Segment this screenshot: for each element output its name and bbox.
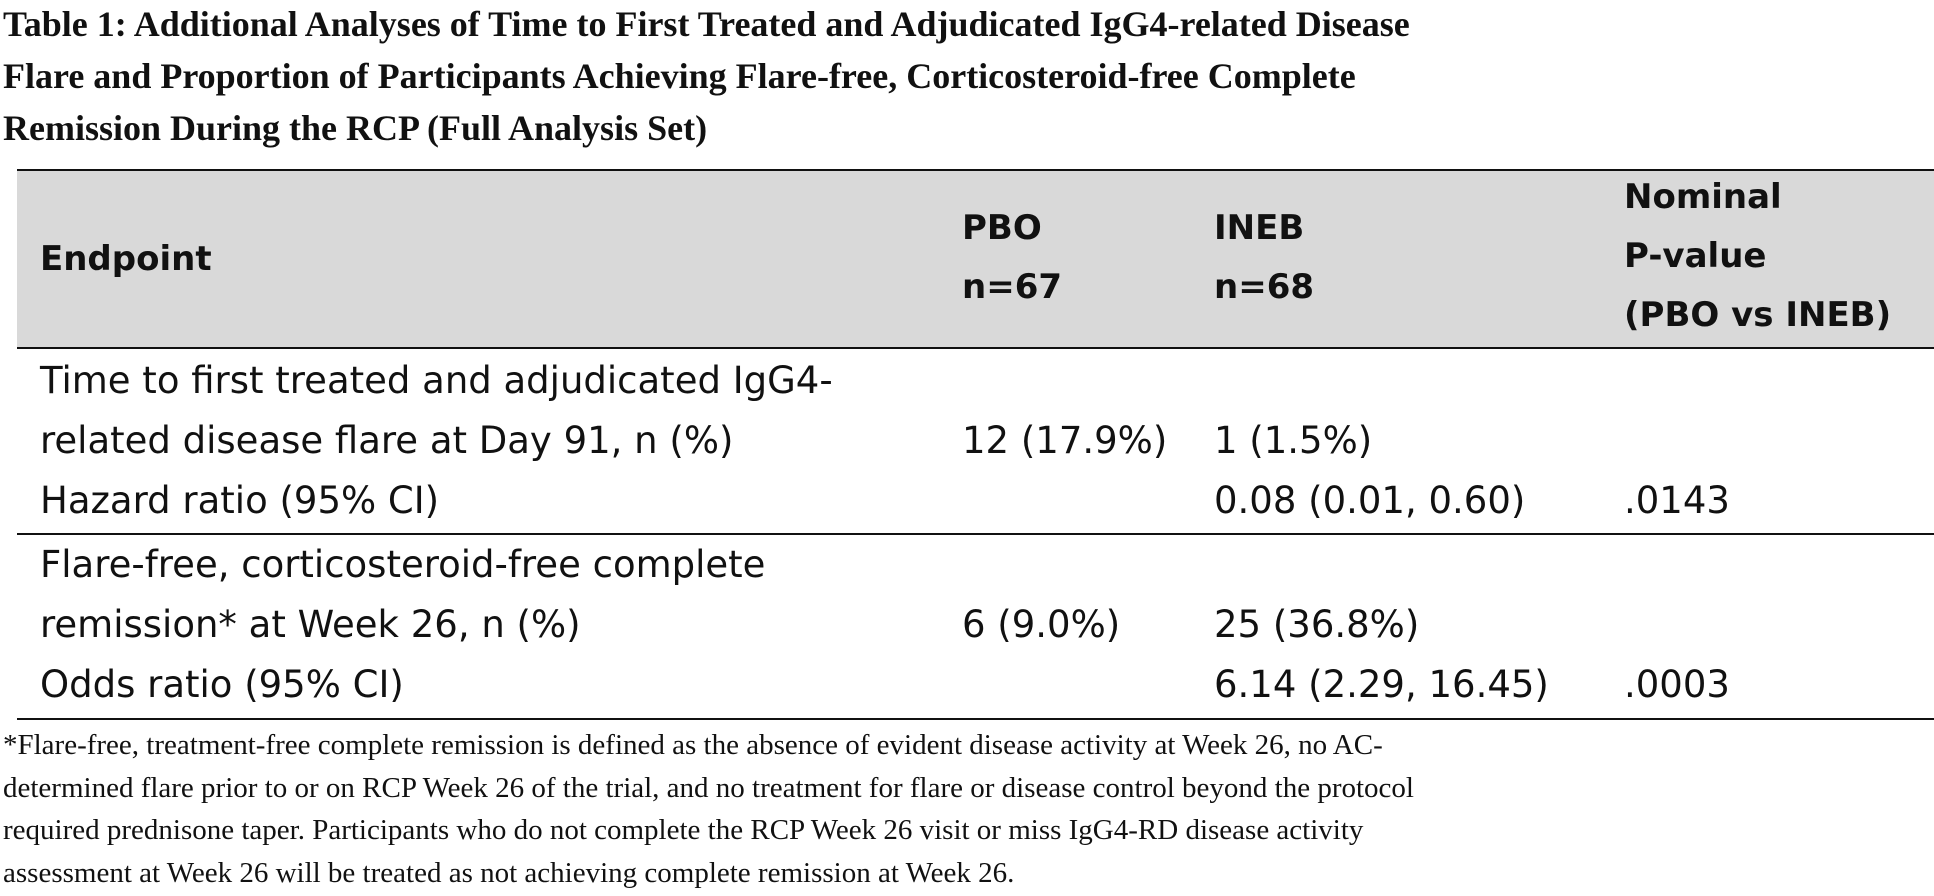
header-ineb-n: n=68 <box>1214 267 1315 307</box>
table-title-line: Table 1: Additional Analyses of Time to … <box>3 4 1410 44</box>
header-pbo: PBO n=67 <box>962 199 1062 317</box>
footnote-line: determined flare prior to or on RCP Week… <box>3 771 1414 804</box>
endpoint-line: related disease flare at Day 91, n (%) <box>40 419 734 462</box>
table-row-1-endpoint: Time to first treated and adjudicated Ig… <box>40 351 833 531</box>
header-endpoint: Endpoint <box>40 239 212 279</box>
table-row-1-pvalue: .0143 <box>1624 479 1730 522</box>
results-table: Endpoint PBO n=67 INEB n=68 Nominal P-va… <box>17 169 1934 720</box>
table-row-2-pvalue: .0003 <box>1624 663 1730 706</box>
table-row-1-ineb: 1 (1.5%) <box>1214 419 1373 462</box>
header-pvalue-line: P-value <box>1624 236 1767 276</box>
table-header: Endpoint PBO n=67 INEB n=68 Nominal P-va… <box>17 169 1934 349</box>
footnote-line: *Flare-free, treatment-free complete rem… <box>3 729 1383 761</box>
header-pbo-label: PBO <box>962 208 1042 248</box>
table-title-line: Flare and Proportion of Participants Ach… <box>3 56 1356 96</box>
footnote-line: assessment at Week 26 will be treated as… <box>3 856 1015 889</box>
row-divider <box>17 533 1934 535</box>
footnote-line: required prednisone taper. Participants … <box>3 814 1364 846</box>
footnote: *Flare-free, treatment-free complete rem… <box>3 724 1923 894</box>
ratio-label: Hazard ratio (95% CI) <box>40 479 440 522</box>
header-pvalue-line: Nominal <box>1624 177 1782 217</box>
ratio-label: Odds ratio (95% CI) <box>40 663 404 706</box>
table-row-2-ineb: 25 (36.8%) <box>1214 603 1420 646</box>
table-title: Table 1: Additional Analyses of Time to … <box>3 0 1903 154</box>
endpoint-line: Time to first treated and adjudicated Ig… <box>40 359 833 402</box>
header-pbo-n: n=67 <box>962 267 1063 307</box>
table-title-line: Remission During the RCP (Full Analysis … <box>3 108 708 148</box>
table-bottom-rule <box>17 718 1934 720</box>
table-row-1-pbo: 12 (17.9%) <box>962 419 1168 462</box>
endpoint-line: Flare-free, corticosteroid-free complete <box>40 543 766 586</box>
header-pvalue: Nominal P-value (PBO vs INEB) <box>1624 168 1891 345</box>
table-row-1-ratio-value: 0.08 (0.01, 0.60) <box>1214 479 1526 522</box>
header-pvalue-line: (PBO vs INEB) <box>1624 295 1892 335</box>
header-ineb: INEB n=68 <box>1214 199 1314 317</box>
header-ineb-label: INEB <box>1214 208 1305 248</box>
table-row-2-pbo: 6 (9.0%) <box>962 603 1121 646</box>
table-row-2-ratio-value: 6.14 (2.29, 16.45) <box>1214 663 1549 706</box>
table-row-2-endpoint: Flare-free, corticosteroid-free complete… <box>40 535 765 715</box>
endpoint-line: remission* at Week 26, n (%) <box>40 603 581 646</box>
